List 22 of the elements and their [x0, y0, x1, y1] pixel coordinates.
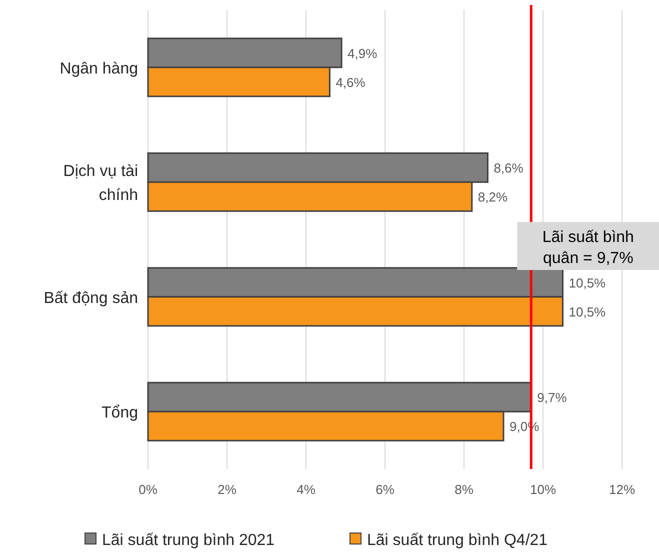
data-label: 4,9% [348, 46, 378, 61]
note-box: Lãi suất bình quân = 9,7% [517, 222, 659, 270]
data-label: 10,5% [568, 275, 606, 290]
data-label: 9,7% [537, 390, 568, 406]
data-label: 10,5% [568, 304, 606, 320]
x-tick-label: 0% [138, 482, 158, 497]
legend-label: Lãi suất trung bình 2021 [102, 532, 275, 549]
data-label: 8,2% [478, 190, 508, 205]
x-tick-label: 12% [608, 482, 636, 497]
x-tick-label: 8% [454, 482, 474, 497]
y-tick-label: Tổng [102, 404, 138, 422]
x-tick-label: 10% [530, 482, 556, 497]
x-tick-label: 6% [376, 482, 395, 497]
ref-line-label: Lãi suất bình quân = 9,7% [542, 229, 634, 267]
data-label: 8,6% [494, 160, 524, 176]
x-tick-label: 2% [218, 482, 237, 497]
y-tick-label: Bất động sản [44, 290, 138, 307]
x-tick-label: 4% [296, 482, 316, 497]
y-tick-label: Dịch vụ tài chính [63, 163, 138, 204]
y-tick-label: Ngân hàng [60, 60, 138, 78]
data-label: 4,6% [336, 74, 366, 90]
legend-label: Lãi suất trung bình Q4/21 [367, 532, 548, 549]
